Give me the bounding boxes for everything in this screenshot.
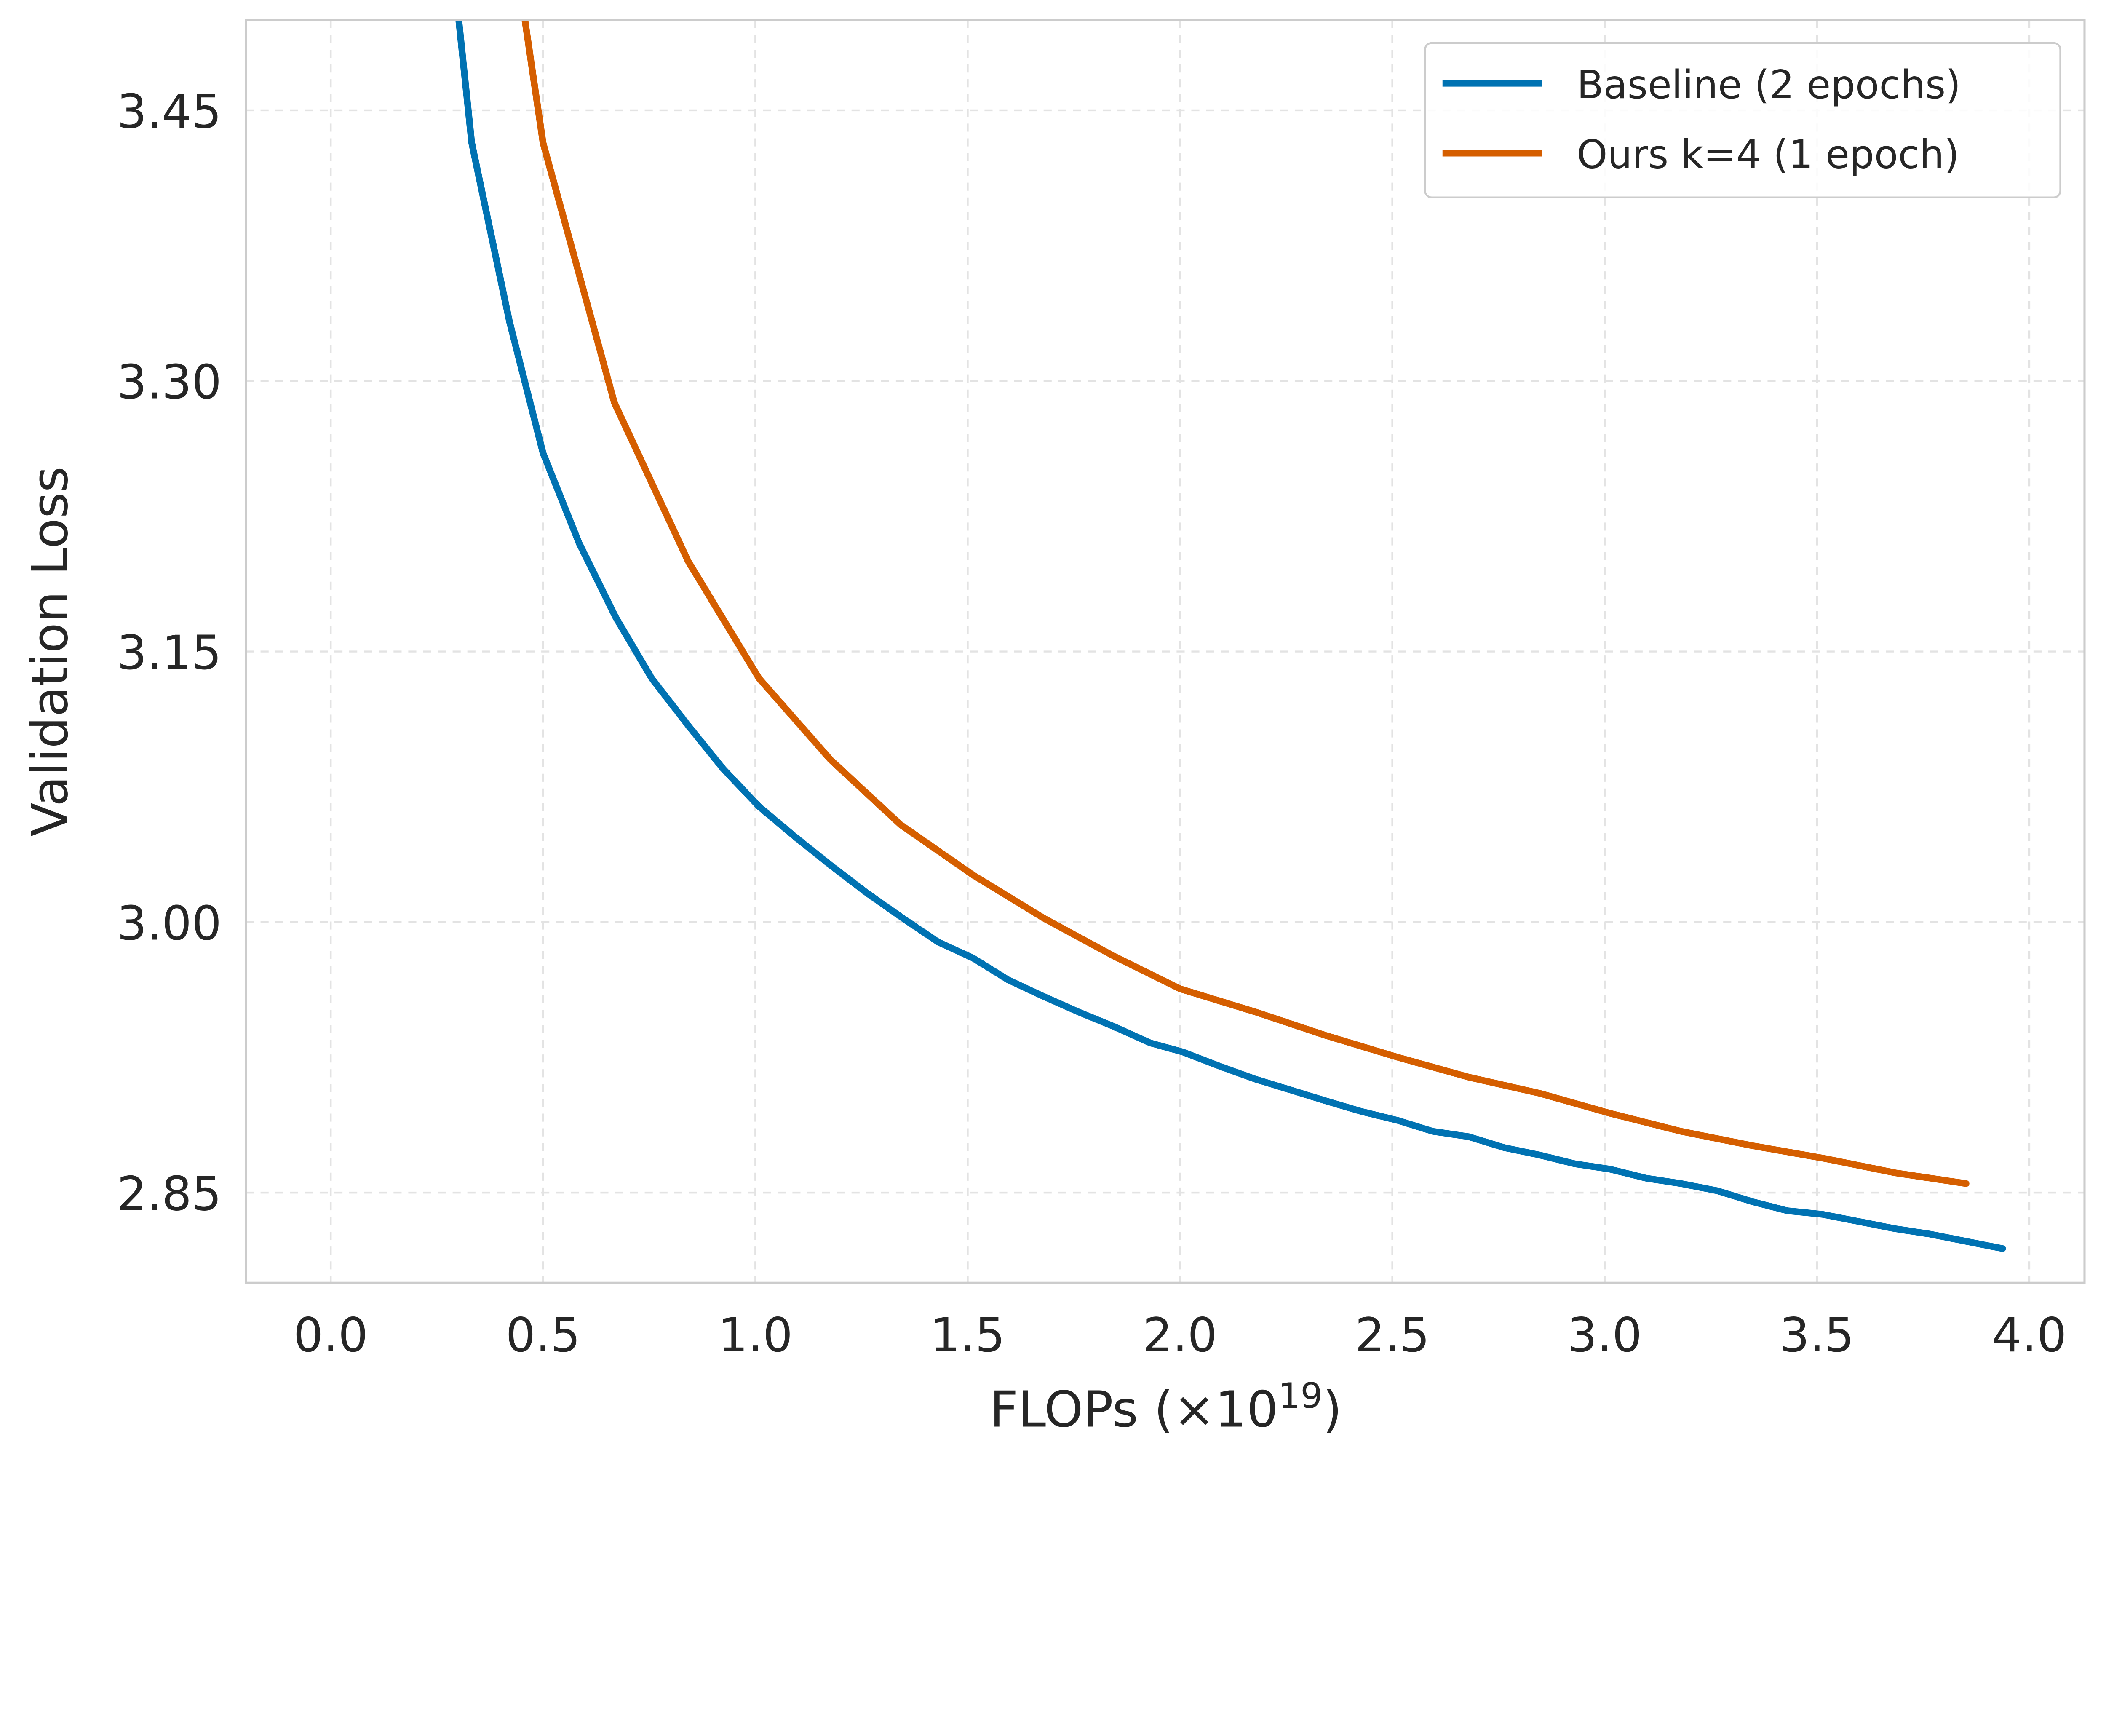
y-tick-labels: 2.85 3.00 3.15 3.30 3.45 <box>117 84 222 1221</box>
x-tick-label: 0.5 <box>506 1308 580 1363</box>
legend-label-baseline: Baseline (2 epochs) <box>1577 62 1961 107</box>
y-tick-label: 3.00 <box>117 896 222 951</box>
x-tick-label: 3.0 <box>1567 1308 1642 1363</box>
x-tick-label: 1.0 <box>718 1308 793 1363</box>
y-tick-label: 3.30 <box>117 355 222 410</box>
x-axis-label-text: FLOPs (×10 <box>989 1380 1278 1438</box>
x-tick-label: 2.0 <box>1143 1308 1217 1363</box>
series-line-0 <box>455 20 2006 1252</box>
x-axis-label-suffix: ) <box>1323 1380 1342 1438</box>
x-axis-label: FLOPs (×1019) <box>989 1375 1342 1439</box>
grid <box>246 20 2085 1283</box>
x-tick-label: 4.0 <box>1992 1308 2066 1363</box>
series-lines <box>455 20 2006 1252</box>
legend: Baseline (2 epochs) Ours k=4 (1 epoch) <box>1424 42 2061 198</box>
x-tick-label: 0.0 <box>293 1308 368 1363</box>
y-tick-label: 2.85 <box>117 1167 222 1222</box>
series-line-1 <box>521 20 1970 1187</box>
y-axis-label: Validation Loss <box>21 466 79 837</box>
y-tick-label: 3.45 <box>117 84 222 139</box>
x-axis-label-exponent: 19 <box>1278 1375 1323 1416</box>
chart: 0.0 0.5 1.0 1.5 2.0 2.5 3.0 3.5 4.0 2.85 3.00 3.15… <box>21 19 2086 1439</box>
x-tick-label: 3.5 <box>1780 1308 1854 1363</box>
y-tick-label: 3.15 <box>117 626 222 680</box>
plot-frame <box>245 19 2086 1284</box>
x-tick-label: 2.5 <box>1355 1308 1430 1363</box>
legend-label-ours: Ours k=4 (1 epoch) <box>1577 132 1959 177</box>
legend-box <box>1424 42 2061 198</box>
x-tick-label: 1.5 <box>930 1308 1005 1363</box>
x-tick-labels: 0.0 0.5 1.0 1.5 2.0 2.5 3.0 3.5 4.0 <box>293 1308 2066 1363</box>
